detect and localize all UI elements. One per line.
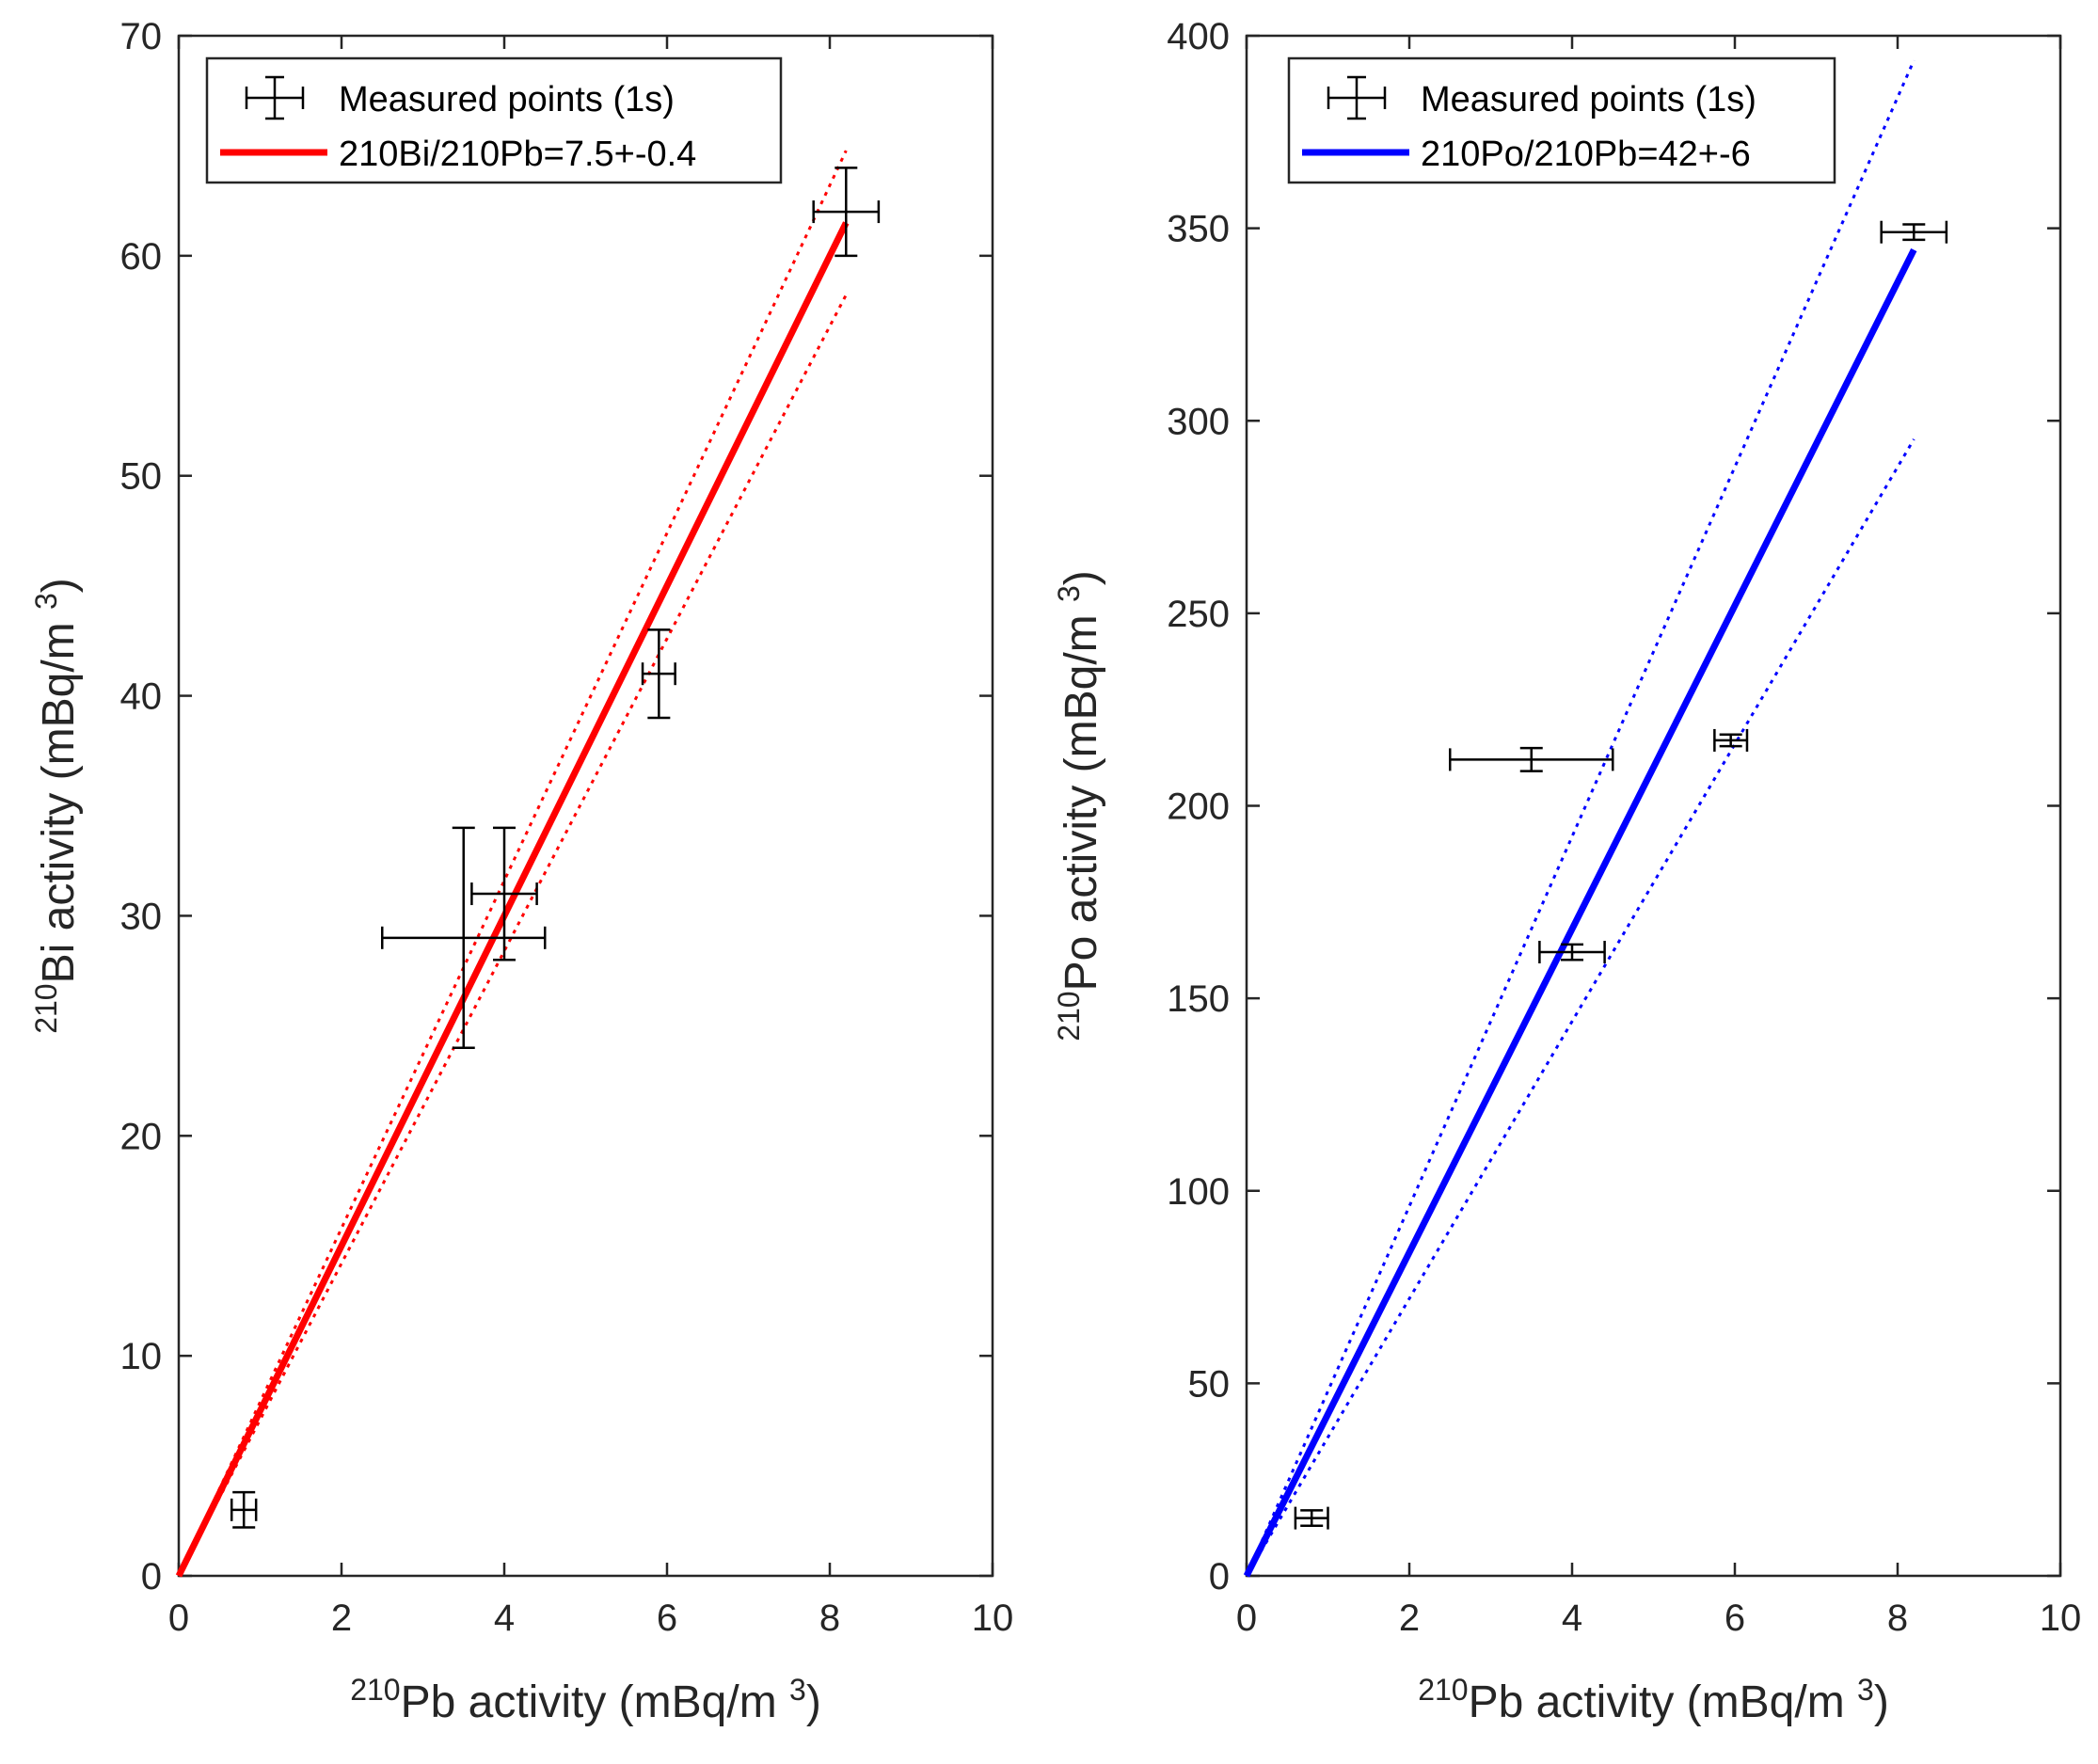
y-tick-label: 0 xyxy=(1209,1556,1230,1597)
x-tick-label: 2 xyxy=(1399,1597,1420,1639)
y-tick-label: 60 xyxy=(120,236,163,278)
data-point xyxy=(641,628,676,720)
y-axis-label: 210Bi activity (mBq/m 3) xyxy=(29,578,84,1034)
y-tick-label: 400 xyxy=(1167,16,1230,57)
x-tick-label: 2 xyxy=(331,1597,352,1639)
y-tick-label: 100 xyxy=(1167,1171,1230,1213)
fit-upper-bound-line xyxy=(1245,59,1915,1577)
x-tick-label: 8 xyxy=(819,1597,840,1639)
x-tick-label: 4 xyxy=(494,1597,515,1639)
axes-box xyxy=(177,34,994,1578)
x-tick-label: 6 xyxy=(1724,1597,1745,1639)
x-axis-label: 210Pb activity (mBq/m 3) xyxy=(1418,1673,1889,1727)
x-tick-label: 10 xyxy=(972,1597,1014,1639)
fit-lower-bound-line xyxy=(1245,438,1915,1577)
legend-errorbar-marker xyxy=(1327,75,1387,120)
y-tick-label: 0 xyxy=(141,1556,162,1597)
data-point xyxy=(381,826,547,1049)
legend-label-points: Measured points (1s) xyxy=(339,80,675,119)
legend: Measured points (1s) 210Bi/210Pb=7.5+-0.4 xyxy=(205,56,783,184)
y-tick-label: 200 xyxy=(1167,787,1230,828)
x-tick-label: 10 xyxy=(2040,1597,2082,1639)
legend-label-fit: 210Po/210Pb=42+-6 xyxy=(1421,135,1751,174)
legend-label-fit: 210Bi/210Pb=7.5+-0.4 xyxy=(339,135,696,174)
y-tick-label: 150 xyxy=(1167,978,1230,1020)
data-point xyxy=(1713,728,1749,752)
y-tick-label: 50 xyxy=(1188,1363,1231,1405)
legend-box xyxy=(205,56,783,184)
y-tick-label: 10 xyxy=(120,1336,163,1377)
legend-errorbar-marker xyxy=(245,75,305,120)
data-point xyxy=(812,167,881,258)
legend: Measured points (1s) 210Po/210Pb=42+-6 xyxy=(1287,56,1836,184)
data-point xyxy=(1449,746,1614,772)
data-point xyxy=(1294,1506,1329,1530)
data-point xyxy=(1538,941,1606,964)
y-tick-label: 70 xyxy=(120,16,163,57)
x-tick-label: 0 xyxy=(168,1597,189,1639)
chart-panel-1: 0 2 4 6 8 10 0 10 20 30 40 50 60 70 210Pb activity (mB… xyxy=(29,16,1013,1727)
fit-line xyxy=(1243,247,1917,1578)
y-axis-label: 210Po activity (mBq/m 3) xyxy=(1052,570,1106,1041)
y-tick-label: 20 xyxy=(120,1116,163,1157)
data-point xyxy=(470,826,538,961)
axes-box xyxy=(1245,34,2062,1578)
y-tick-label: 50 xyxy=(120,456,163,498)
data-point xyxy=(1880,220,1948,244)
fit-upper-bound-line xyxy=(177,150,848,1577)
x-tick-label: 6 xyxy=(657,1597,677,1639)
x-axis-label: 210Pb activity (mBq/m 3) xyxy=(350,1673,821,1727)
y-tick-label: 300 xyxy=(1167,401,1230,442)
x-tick-label: 4 xyxy=(1562,1597,1582,1639)
fit-lower-bound-line xyxy=(177,294,848,1577)
data-point xyxy=(230,1490,258,1529)
x-tick-label: 0 xyxy=(1236,1597,1257,1639)
legend-box xyxy=(1287,56,1836,184)
fit-line xyxy=(175,221,850,1578)
y-tick-label: 30 xyxy=(120,896,163,937)
legend-label-points: Measured points (1s) xyxy=(1421,80,1756,119)
y-tick-label: 250 xyxy=(1167,594,1230,635)
x-tick-label: 8 xyxy=(1887,1597,1908,1639)
y-tick-label: 40 xyxy=(120,676,163,718)
y-tick-label: 350 xyxy=(1167,209,1230,250)
